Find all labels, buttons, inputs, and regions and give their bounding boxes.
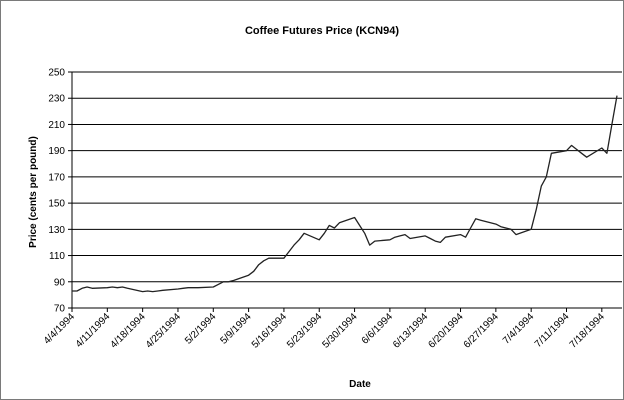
x-tick-label: 5/2/1994 [183, 311, 219, 347]
x-tick-label: 6/27/1994 [462, 311, 502, 351]
x-axis-title: Date [349, 379, 371, 390]
y-tick-label: 150 [48, 199, 65, 210]
y-tick-label: 230 [48, 94, 65, 105]
x-tick-label: 7/11/1994 [533, 311, 572, 350]
y-axis-title: Price (cents per pound) [28, 136, 39, 248]
x-tick-label: 6/13/1994 [391, 311, 431, 351]
x-tick-label: 7/18/1994 [568, 311, 608, 351]
x-tick-label: 5/9/1994 [218, 311, 254, 347]
y-tick-label: 190 [48, 146, 65, 157]
x-tick-label: 6/20/1994 [426, 311, 466, 351]
gridlines [72, 71, 622, 283]
y-tick-label: 210 [48, 120, 65, 131]
x-tick-label: 5/30/1994 [320, 311, 360, 351]
y-tick-labels: 70 90 110 130 150 170 190 210 230 250 [48, 68, 72, 315]
y-tick-label: 250 [48, 68, 65, 79]
x-tick-label: 5/23/1994 [285, 311, 325, 351]
x-tick-label: 7/4/1994 [501, 311, 537, 347]
x-tick-label: 4/4/1994 [42, 311, 78, 347]
x-tick-label: 5/16/1994 [250, 311, 290, 351]
x-tick-label: 4/11/1994 [74, 311, 113, 350]
x-tick-label: 6/6/1994 [360, 311, 396, 347]
series-layer [72, 95, 618, 293]
y-tick-label: 90 [54, 277, 66, 288]
chart-title: Coffee Futures Price (KCN94) [245, 25, 399, 37]
x-tick-label: 4/18/1994 [109, 311, 149, 351]
y-tick-label: 170 [48, 172, 65, 183]
y-tick-label: 70 [54, 304, 66, 315]
y-tick-label: 110 [49, 251, 65, 262]
series-line-0 [72, 95, 618, 293]
y-tick-label: 130 [48, 225, 65, 236]
x-tick-label: 4/25/1994 [144, 311, 184, 351]
